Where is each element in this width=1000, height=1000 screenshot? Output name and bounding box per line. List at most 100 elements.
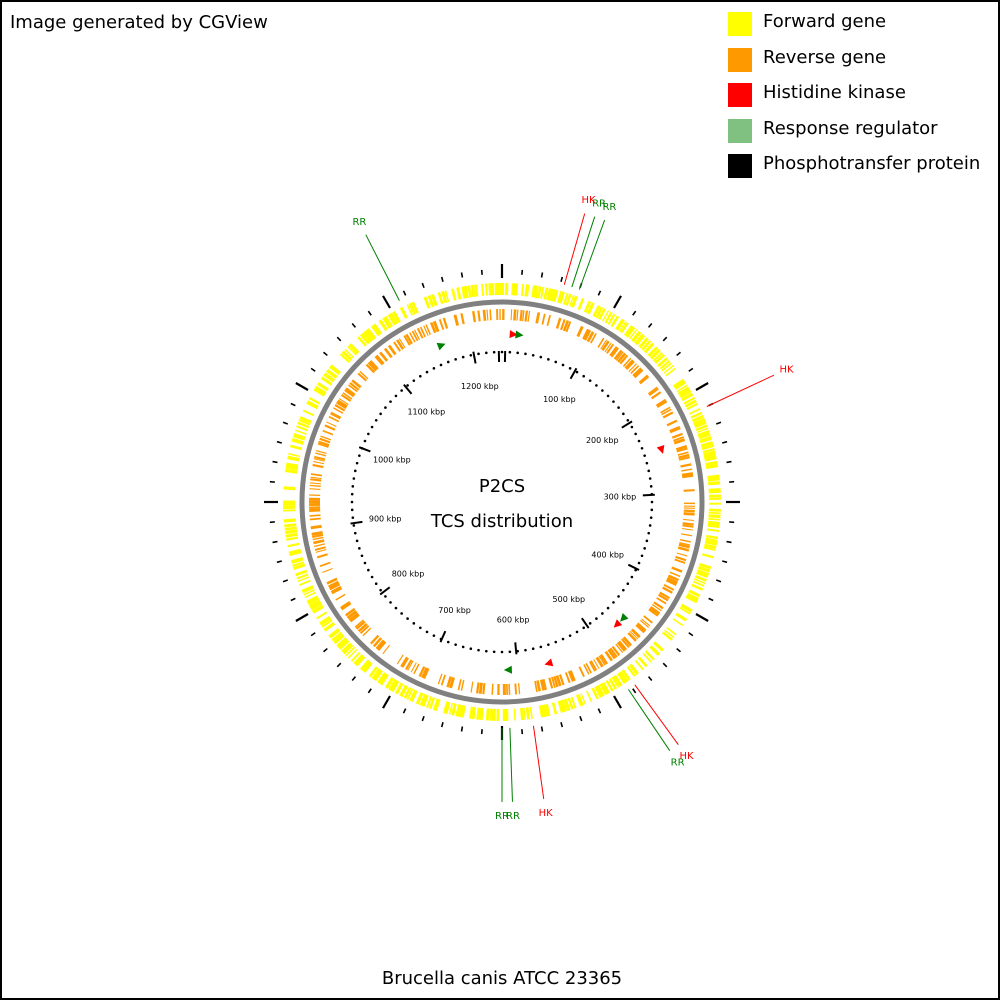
scale-dot: [419, 626, 422, 630]
reverse-gene: [637, 622, 647, 632]
reverse-gene: [311, 531, 323, 536]
hk-marker: [509, 330, 518, 339]
reverse-gene: [330, 411, 342, 420]
forward-gene: [316, 382, 329, 392]
reverse-gene: [669, 427, 681, 434]
outer-tick-ring: [264, 264, 740, 740]
scale-dot: [622, 412, 625, 416]
outer-tick: [662, 662, 668, 668]
reverse-gene: [413, 663, 420, 675]
forward-gene: [403, 686, 412, 699]
reverse-gene: [634, 369, 644, 379]
reverse-gene: [541, 313, 546, 325]
scale-dot: [640, 554, 644, 558]
outer-tick: [695, 613, 709, 622]
forward-gene: [708, 514, 721, 519]
reverse-gene: [677, 451, 689, 456]
forward-gene: [617, 672, 627, 684]
forward-gene: [628, 663, 639, 676]
forward-gene: [388, 678, 398, 692]
reverse-gene-track: [308, 308, 696, 696]
forward-gene: [513, 708, 516, 721]
reverse-gene: [322, 429, 334, 436]
rr-annotation-label: RR: [602, 202, 616, 213]
annotation-leader: [706, 374, 775, 407]
forward-gene: [592, 305, 601, 318]
reverse-gene: [472, 310, 477, 323]
forward-gene: [359, 333, 371, 345]
outer-tick: [708, 597, 714, 602]
forward-gene: [634, 659, 644, 671]
reverse-gene: [609, 346, 618, 357]
forward-gene: [697, 565, 711, 573]
forward-gene: [394, 682, 404, 695]
forward-gene: [621, 669, 631, 681]
forward-gene: [697, 429, 711, 438]
forward-gene: [406, 688, 414, 700]
forward-gene: [595, 684, 605, 698]
reverse-gene: [324, 424, 336, 431]
reverse-gene: [678, 543, 690, 549]
forward-gene: [595, 306, 604, 319]
forward-gene: [607, 313, 616, 326]
forward-gene: [524, 284, 530, 297]
forward-gene: [419, 693, 428, 707]
reverse-gene: [491, 683, 494, 695]
scale-dot: [595, 384, 598, 387]
reverse-gene: [555, 317, 562, 329]
forward-gene: [303, 588, 315, 596]
forward-gene: [540, 286, 545, 299]
scale-dot: [606, 394, 610, 398]
reverse-gene: [329, 582, 341, 591]
reverse-gene: [344, 388, 355, 398]
forward-gene: [703, 546, 716, 552]
forward-gene: [680, 603, 693, 613]
reverse-gene: [681, 472, 694, 477]
forward-gene: [285, 462, 299, 468]
annotation-leader: [509, 727, 513, 802]
scale-dot: [485, 351, 488, 355]
reverse-gene: [318, 440, 330, 447]
forward-gene: [290, 556, 304, 564]
forward-gene: [636, 335, 646, 346]
forward-gene: [565, 293, 572, 306]
reverse-gene: [630, 365, 640, 375]
forward-gene: [643, 342, 655, 354]
reverse-gene: [486, 309, 489, 321]
reverse-gene: [482, 309, 487, 321]
reverse-gene: [662, 586, 673, 594]
reverse-gene: [683, 518, 695, 522]
forward-gene: [601, 682, 611, 694]
forward-gene: [698, 562, 712, 570]
outer-tick: [322, 351, 328, 357]
tcs-marker-track: [436, 330, 665, 674]
reverse-gene: [622, 636, 633, 647]
forward-gene: [513, 283, 519, 296]
forward-gene: [382, 317, 391, 329]
scale-label: 200 kbp: [586, 436, 619, 445]
reverse-gene: [357, 622, 368, 633]
forward-gene: [411, 301, 419, 314]
reverse-gene: [655, 398, 667, 407]
reverse-gene: [310, 473, 323, 477]
forward-gene: [423, 296, 431, 309]
reverse-gene: [682, 524, 694, 528]
outer-tick: [597, 290, 602, 296]
outer-tick: [676, 647, 682, 653]
forward-gene: [469, 706, 475, 720]
forward-gene: [665, 367, 677, 377]
reverse-gene: [440, 674, 446, 686]
outer-tick: [310, 367, 316, 372]
outer-tick: [726, 540, 732, 544]
forward-gene: [296, 573, 309, 580]
scale-dot: [492, 650, 496, 654]
forward-gene: [479, 707, 484, 721]
reverse-gene: [328, 415, 340, 423]
scale-dot: [508, 650, 512, 654]
scale-dot: [626, 582, 630, 585]
reverse-gene: [354, 619, 364, 628]
forward-gene: [559, 699, 567, 713]
reverse-gene: [658, 593, 669, 602]
reverse-gene: [595, 656, 604, 668]
scale-dot: [461, 645, 465, 649]
